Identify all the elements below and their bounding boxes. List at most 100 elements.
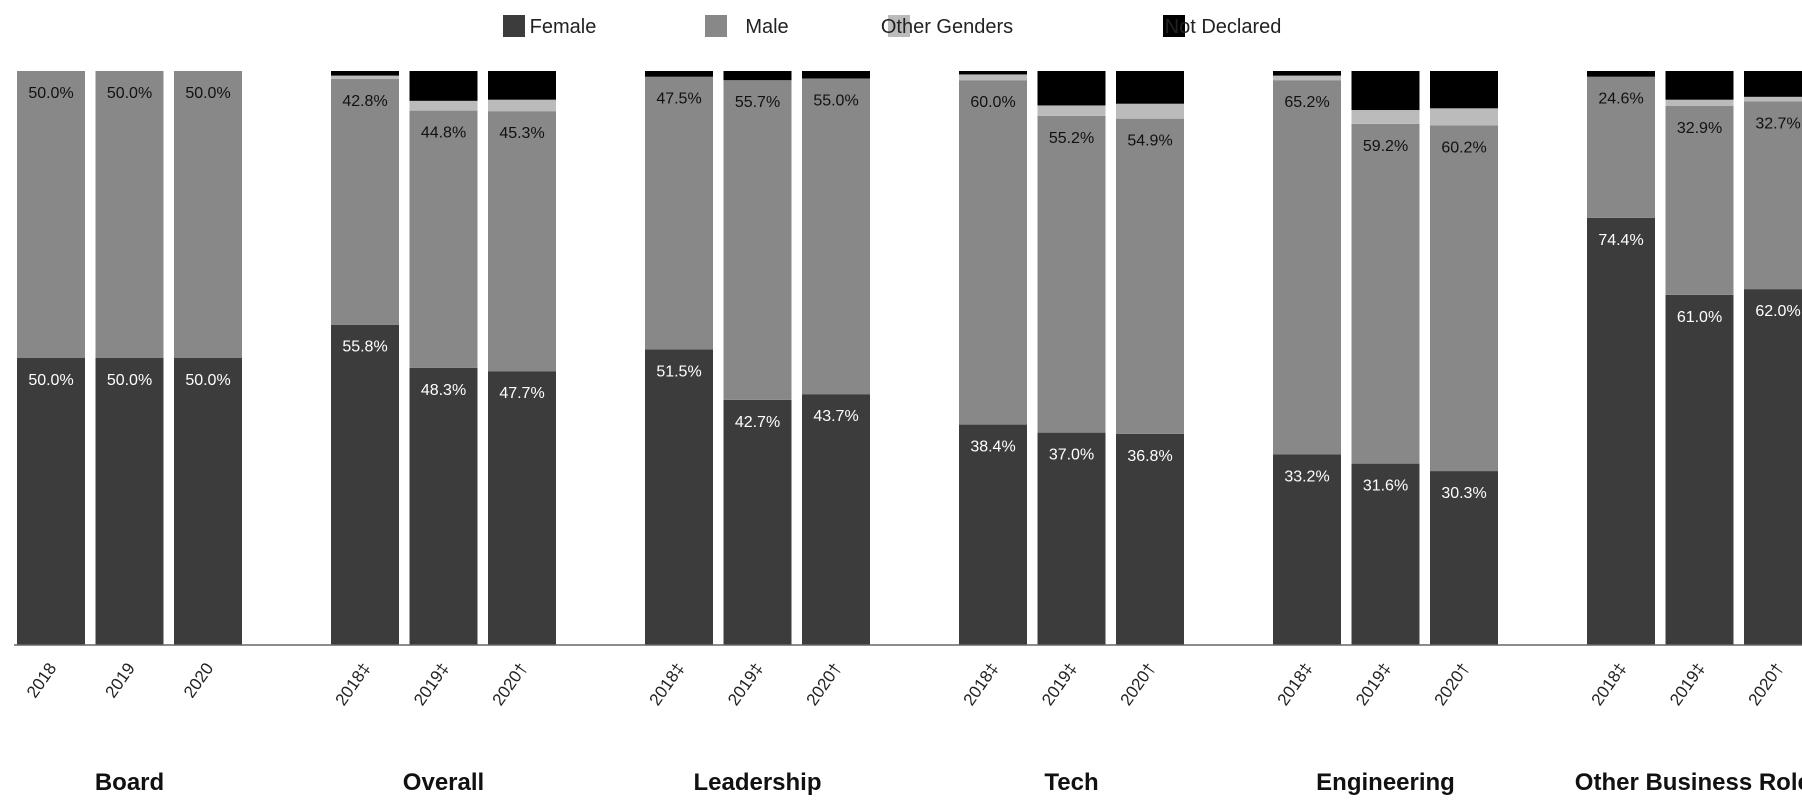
legend-label-other-genders: Other Genders [881,16,1013,38]
bar-leadership-1-male [723,80,792,400]
value-label-female-board-0: 50.0% [28,372,73,389]
value-label-female-board-2: 50.0% [185,372,230,389]
bar-engineering-1-female [1351,463,1420,645]
bar-other-business-roles-1-female [1665,294,1734,645]
x-tick-label-board-0: 2018 [23,659,60,701]
value-label-female-overall-2: 47.7% [499,385,544,402]
bar-overall-2-not-declared [488,71,556,100]
bar-tech-2-other-genders [1116,103,1184,119]
bar-tech-1-male [1037,115,1106,433]
value-label-female-board-1: 50.0% [107,372,152,389]
group-label-engineering: Engineering [1316,769,1455,796]
legend-label-male: Male [745,16,788,38]
value-label-male-leadership-1: 55.7% [735,94,780,111]
value-label-male-overall-1: 44.8% [421,125,466,142]
bar-other-business-roles-0-not-declared [1587,71,1655,77]
legend-label-not-declared: Not Declared [1165,16,1282,38]
bar-overall-1-female [409,367,478,645]
bar-engineering-2-female [1430,471,1498,645]
bar-engineering-0-other-genders [1273,75,1341,81]
group-label-leadership: Leadership [693,769,821,796]
value-label-male-board-1: 50.0% [107,85,152,102]
bar-engineering-0-not-declared [1273,71,1341,76]
bar-engineering-1-male [1351,123,1420,464]
value-label-male-board-2: 50.0% [185,85,230,102]
bar-overall-0-not-declared [331,71,399,76]
value-label-male-engineering-2: 60.2% [1441,140,1486,157]
value-label-female-tech-0: 38.4% [970,439,1015,456]
x-tick-label-overall-0: 2018‡ [332,659,375,709]
bar-engineering-1-other-genders [1351,110,1420,124]
bar-engineering-2-male [1430,125,1498,472]
x-tick-label-tech-0: 2018‡ [960,659,1003,709]
bar-engineering-2-other-genders [1430,108,1498,126]
bar-tech-2-female [1116,433,1184,645]
value-label-female-other-business-roles-0: 74.4% [1598,232,1643,249]
x-tick-label-tech-2: 2020† [1117,659,1160,709]
bar-other-business-roles-1-male [1665,106,1734,295]
x-tick-label-leadership-2: 2020† [803,659,846,709]
bar-other-business-roles-0-male [1587,76,1655,218]
bar-leadership-1-female [723,399,792,645]
legend-swatch-female [503,15,525,37]
x-tick-label-other-business-roles-1: 2019‡ [1666,659,1709,709]
group-label-board: Board [95,769,164,796]
value-label-female-engineering-2: 30.3% [1441,485,1486,502]
group-label-overall: Overall [403,769,484,796]
bars: 50.0% 50.0% 50.0% 50.0% 50.0% 50.0% 55.8% 42.8%… [17,71,1802,645]
value-label-female-leadership-1: 42.7% [735,414,780,431]
bar-tech-0-not-declared [959,71,1027,75]
value-label-female-tech-1: 37.0% [1049,447,1094,464]
value-label-male-overall-0: 42.8% [342,93,387,110]
bar-leadership-1-not-declared [723,71,792,81]
value-label-male-tech-2: 54.9% [1127,133,1172,150]
x-tick-label-tech-1: 2019‡ [1038,659,1081,709]
x-tick-label-leadership-0: 2018‡ [646,659,689,709]
x-tick-label-overall-2: 2020† [489,659,532,709]
value-label-female-leadership-0: 51.5% [656,363,701,380]
bar-board-2-female [174,358,242,645]
bar-overall-0-other-genders [331,75,399,80]
legend-swatch-not-declared [1163,15,1185,37]
bar-other-business-roles-1-other-genders [1665,99,1734,107]
bar-overall-0-female [331,324,399,645]
x-tick-label-overall-1: 2019‡ [410,659,453,709]
bar-tech-2-not-declared [1116,71,1184,104]
bar-engineering-0-male [1273,80,1341,455]
bar-overall-2-other-genders [488,99,556,112]
bar-engineering-1-not-declared [1351,71,1420,111]
x-tick-label-leadership-1: 2019‡ [724,659,767,709]
x-tick-label-board-2: 2020 [180,659,217,701]
bar-board-1-female [95,358,164,645]
bar-tech-1-other-genders [1037,105,1106,116]
bar-board-1-male [95,71,164,358]
value-label-male-leadership-0: 47.5% [656,91,701,108]
group-label-tech: Tech [1044,769,1098,796]
x-tick-label-engineering-0: 2018‡ [1274,659,1317,709]
legend-swatch-male [705,15,727,37]
value-label-male-engineering-1: 59.2% [1363,138,1408,155]
x-tick-label-engineering-1: 2019‡ [1352,659,1395,709]
value-label-female-other-business-roles-1: 61.0% [1677,309,1722,326]
value-label-female-overall-1: 48.3% [421,382,466,399]
value-label-female-engineering-1: 31.6% [1363,478,1408,495]
value-label-male-engineering-0: 65.2% [1284,94,1329,111]
bar-other-business-roles-2-other-genders [1744,96,1802,102]
bar-tech-0-female [959,424,1027,645]
bar-other-business-roles-0-female [1587,217,1655,645]
x-tick-label-engineering-2: 2020† [1431,659,1474,709]
bar-engineering-0-female [1273,454,1341,645]
bar-other-business-roles-2-female [1744,289,1802,645]
value-label-male-other-business-roles-0: 24.6% [1598,91,1643,108]
bar-tech-0-other-genders [959,74,1027,81]
bar-board-2-male [174,71,242,358]
group-label-other-business-roles: Other Business Roles [1575,769,1802,796]
bar-other-business-roles-2-not-declared [1744,71,1802,97]
bar-leadership-2-not-declared [802,71,870,79]
value-label-male-overall-2: 45.3% [499,125,544,142]
bar-engineering-2-not-declared [1430,71,1498,109]
value-label-male-tech-1: 55.2% [1049,130,1094,147]
bar-leadership-0-not-declared [645,71,713,77]
value-label-female-leadership-2: 43.7% [813,408,858,425]
